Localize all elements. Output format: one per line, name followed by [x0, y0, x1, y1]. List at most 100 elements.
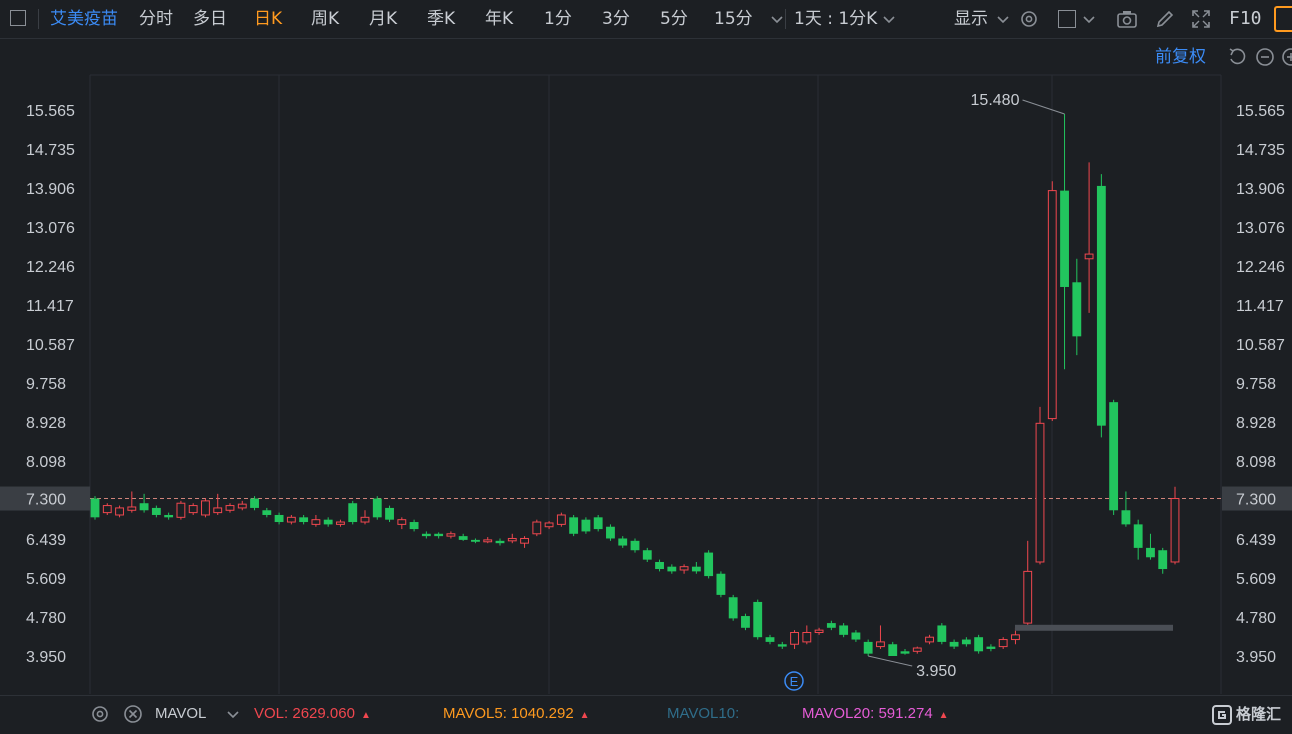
candle: [520, 536, 529, 548]
adjust-select[interactable]: 前复权: [1155, 47, 1206, 67]
candle-body: [127, 506, 137, 511]
price-tick-label: 6.439: [26, 532, 66, 549]
candle-body: [471, 539, 480, 542]
candle-body: [753, 601, 763, 638]
candle: [1109, 399, 1119, 515]
candle: [262, 507, 272, 518]
tab-month-k[interactable]: 月K: [369, 9, 398, 29]
side-panel-tab[interactable]: [1274, 6, 1292, 32]
chevron-down-icon[interactable]: [222, 703, 244, 725]
price-tick-label: 13.076: [1236, 220, 1285, 237]
candle-body: [336, 521, 345, 525]
candle: [471, 538, 480, 544]
candle-body: [544, 522, 554, 528]
price-tick-label: 7.300: [1236, 492, 1276, 509]
vol-value: 2629.060: [292, 705, 355, 722]
candle: [1096, 174, 1106, 438]
indicator-bar: MAVOL VOL: 2629.060 ▲ MAVOL5: 1040.292 ▲ M…: [0, 695, 1292, 734]
candle: [814, 627, 824, 635]
candle-body: [888, 644, 898, 656]
candle: [532, 519, 542, 537]
drawn-level-bar[interactable]: [1015, 624, 1173, 631]
vol-readout: VOL: 2629.060 ▲: [254, 696, 371, 732]
candle-body: [1047, 190, 1057, 420]
candle: [888, 641, 898, 656]
candle-body: [876, 641, 885, 648]
candle-body: [360, 516, 370, 523]
reset-icon[interactable]: [1226, 46, 1248, 68]
candle-body: [348, 503, 358, 523]
candle: [851, 630, 861, 642]
gear-icon[interactable]: [89, 703, 111, 725]
tab-season-k[interactable]: 季K: [427, 9, 456, 29]
price-tick-label: 8.928: [1236, 415, 1276, 432]
low-price-label: 3.950: [916, 663, 956, 680]
candle-body: [814, 629, 824, 633]
candle-body: [741, 616, 750, 628]
price-tick-label: 10.587: [26, 337, 75, 354]
candle-body: [974, 637, 984, 652]
close-icon[interactable]: [122, 703, 144, 725]
pencil-icon[interactable]: [1154, 8, 1176, 30]
event-marker-label: E: [790, 674, 799, 689]
tab-week-k[interactable]: 周K: [311, 9, 340, 29]
tab-duori[interactable]: 多日: [193, 9, 227, 29]
camera-icon[interactable]: [1116, 8, 1138, 30]
candle: [802, 625, 812, 645]
candle: [912, 646, 922, 654]
candle-body: [213, 507, 223, 514]
gear-icon[interactable]: [1018, 8, 1040, 30]
zoom-in-icon[interactable]: [1280, 46, 1292, 68]
interval-select[interactable]: 1天 : 1分K: [794, 9, 878, 29]
candle-body: [446, 533, 456, 537]
candle-body: [139, 503, 149, 511]
chevron-down-icon[interactable]: [992, 8, 1014, 30]
tab-15min[interactable]: 15分: [714, 9, 753, 29]
sidebar-toggle-icon[interactable]: [10, 10, 26, 26]
candle-body: [1133, 524, 1143, 548]
chevron-down-icon[interactable]: [878, 8, 900, 30]
tab-3min[interactable]: 3分: [602, 9, 630, 29]
candle: [446, 531, 456, 539]
candle: [164, 512, 174, 520]
candle-body: [311, 519, 321, 525]
candle-body: [409, 522, 419, 530]
candle: [900, 648, 910, 655]
candle: [655, 559, 664, 572]
candle-body: [262, 510, 272, 515]
event-marker-icon[interactable]: [784, 671, 804, 691]
fullscreen-icon[interactable]: [1190, 8, 1212, 30]
candle: [1035, 406, 1045, 565]
indicator-name[interactable]: MAVOL: [155, 705, 207, 722]
f10-button[interactable]: F10: [1229, 8, 1262, 29]
candle: [90, 496, 100, 520]
chevron-down-icon[interactable]: [766, 8, 788, 30]
price-tick-label: 4.780: [26, 610, 66, 627]
tab-fenshi[interactable]: 分时: [139, 9, 173, 29]
mavol10-label: MAVOL10:: [667, 705, 740, 722]
tab-5min[interactable]: 5分: [660, 9, 688, 29]
candle-body: [385, 507, 394, 520]
stock-name-link[interactable]: 艾美疫苗: [50, 9, 118, 29]
tab-day-k[interactable]: 日K: [254, 9, 283, 29]
price-tick-label: 8.098: [26, 454, 66, 471]
display-menu[interactable]: 显示: [954, 9, 988, 29]
candle-body: [618, 538, 628, 546]
candle-body: [655, 561, 664, 570]
tab-1min[interactable]: 1分: [544, 9, 572, 29]
candle-body: [777, 644, 787, 647]
candle: [458, 533, 468, 541]
chevron-down-icon[interactable]: [1078, 8, 1100, 30]
low-pointer: [868, 655, 913, 667]
current-price-tag: [1222, 486, 1292, 511]
price-tick-label: 15.565: [1236, 103, 1285, 120]
layout-square-icon[interactable]: [1058, 10, 1076, 28]
high-price-label: 15.480: [971, 92, 1020, 109]
price-tick-label: 8.098: [1236, 454, 1276, 471]
zoom-out-icon[interactable]: [1254, 46, 1276, 68]
candle: [606, 524, 615, 541]
candle: [876, 625, 885, 649]
candle: [397, 517, 407, 530]
tab-year-k[interactable]: 年K: [485, 9, 514, 29]
